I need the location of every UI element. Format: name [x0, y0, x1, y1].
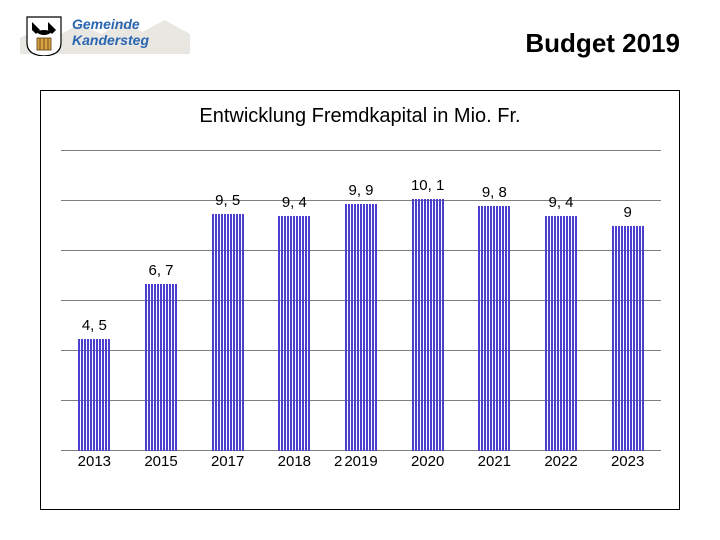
- chart-bar: 6, 7: [143, 284, 179, 452]
- data-label: 9, 4: [548, 194, 573, 211]
- x-axis-label: 2017: [211, 453, 244, 470]
- chart-bar: 9, 4: [543, 216, 579, 451]
- bar-shape: [410, 199, 446, 452]
- x-axis-label: 2015: [144, 453, 177, 470]
- slide: Gemeinde Kandersteg Budget 2019 Entwickl…: [0, 0, 720, 540]
- chart-bar: 9, 4: [276, 216, 312, 451]
- municipality-logo: Gemeinde Kandersteg: [20, 10, 200, 60]
- data-label: 9, 4: [282, 194, 307, 211]
- page-number: 2: [334, 453, 342, 470]
- bar-shape: [276, 216, 312, 451]
- data-label: 4, 5: [82, 317, 107, 334]
- bar-shape: [343, 204, 379, 452]
- bar-shape: [543, 216, 579, 451]
- x-axis-label: 2020: [411, 453, 444, 470]
- x-axis-label: 2023: [611, 453, 644, 470]
- bar-shape: [210, 214, 246, 452]
- data-label: 9: [623, 204, 631, 221]
- data-label: 9, 9: [348, 182, 373, 199]
- chart-container: Entwicklung Fremdkapital in Mio. Fr. 4, …: [40, 90, 680, 510]
- chart-bars: 4, 5 6, 7 9, 5 9, 4 9, 9 10, 1 9, 8 9, 4 9: [61, 151, 661, 451]
- x-axis-label: 2018: [278, 453, 311, 470]
- data-label: 9, 5: [215, 192, 240, 209]
- chart-bar: 9: [610, 226, 646, 451]
- chart-bar: 9, 5: [210, 214, 246, 452]
- chart-bar: 9, 9: [343, 204, 379, 452]
- bar-shape: [143, 284, 179, 452]
- data-label: 9, 8: [482, 184, 507, 201]
- header: Gemeinde Kandersteg Budget 2019: [0, 10, 720, 70]
- logo-text-line2: Kandersteg: [72, 32, 149, 48]
- chart-x-axis: 2013 2015 2017 2018 2019 2020 2021 2022 2023: [61, 453, 661, 477]
- bar-shape: [476, 206, 512, 451]
- x-axis-label: 2019: [344, 453, 377, 470]
- page-title: Budget 2019: [525, 28, 680, 59]
- chart-plot-area: 4, 5 6, 7 9, 5 9, 4 9, 9 10, 1 9, 8 9, 4 9: [61, 151, 661, 451]
- x-axis-label: 2013: [78, 453, 111, 470]
- x-axis-label: 2021: [478, 453, 511, 470]
- bar-shape: [610, 226, 646, 451]
- chart-bar: 9, 8: [476, 206, 512, 451]
- crest-icon: [26, 16, 62, 56]
- x-axis-label: 2022: [544, 453, 577, 470]
- bar-shape: [76, 339, 112, 452]
- data-label: 6, 7: [148, 262, 173, 279]
- chart-title: Entwicklung Fremdkapital in Mio. Fr.: [41, 105, 679, 128]
- data-label: 10, 1: [411, 177, 444, 194]
- logo-text-line1: Gemeinde: [72, 16, 140, 32]
- chart-bar: 10, 1: [410, 199, 446, 452]
- chart-bar: 4, 5: [76, 339, 112, 452]
